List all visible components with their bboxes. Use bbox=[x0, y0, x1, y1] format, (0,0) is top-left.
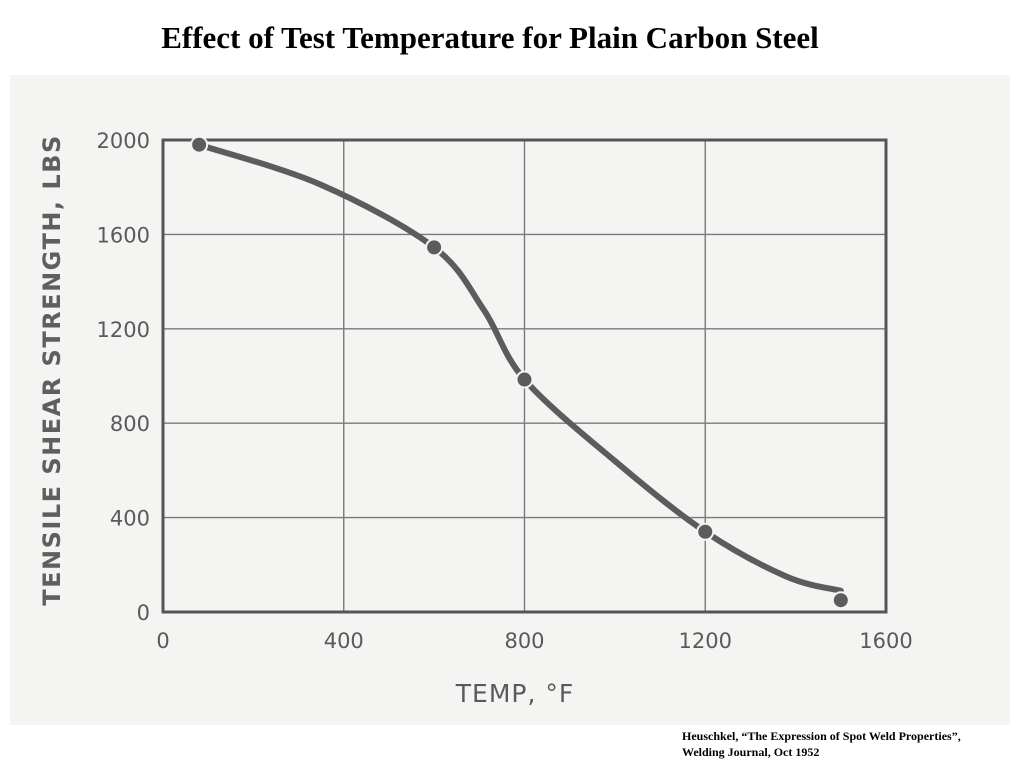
data-point bbox=[425, 238, 444, 257]
citation: Heuschkel, “The Expression of Spot Weld … bbox=[682, 728, 1022, 760]
x-tick-label: 1200 bbox=[679, 629, 732, 653]
data-point bbox=[190, 135, 209, 154]
y-tick-label: 400 bbox=[110, 507, 150, 531]
data-point bbox=[831, 591, 850, 610]
citation-line-1: Heuschkel, “The Expression of Spot Weld … bbox=[682, 729, 961, 743]
x-tick-label: 800 bbox=[504, 629, 544, 653]
y-tick-label: 0 bbox=[137, 601, 150, 625]
slide-title: Effect of Test Temperature for Plain Car… bbox=[161, 20, 819, 55]
plot-frame bbox=[161, 138, 888, 614]
y-tick-label: 1600 bbox=[97, 223, 150, 247]
x-axis-label: TEMP, °F bbox=[455, 679, 575, 708]
y-tick-label: 2000 bbox=[97, 129, 150, 153]
x-tick-label: 400 bbox=[324, 629, 364, 653]
y-tick-label: 1200 bbox=[97, 318, 150, 342]
strength-curve bbox=[196, 141, 844, 594]
citation-line-2: Welding Journal, Oct 1952 bbox=[682, 745, 820, 759]
y-axis-label: TENSILE SHEAR STRENGTH, LBS bbox=[38, 134, 66, 605]
data-point bbox=[515, 370, 534, 389]
x-tick-label: 0 bbox=[156, 629, 169, 653]
scanned-chart-image bbox=[10, 75, 1010, 725]
y-tick-label: 800 bbox=[110, 412, 150, 436]
data-point bbox=[696, 522, 715, 541]
x-tick-label: 1600 bbox=[859, 629, 912, 653]
